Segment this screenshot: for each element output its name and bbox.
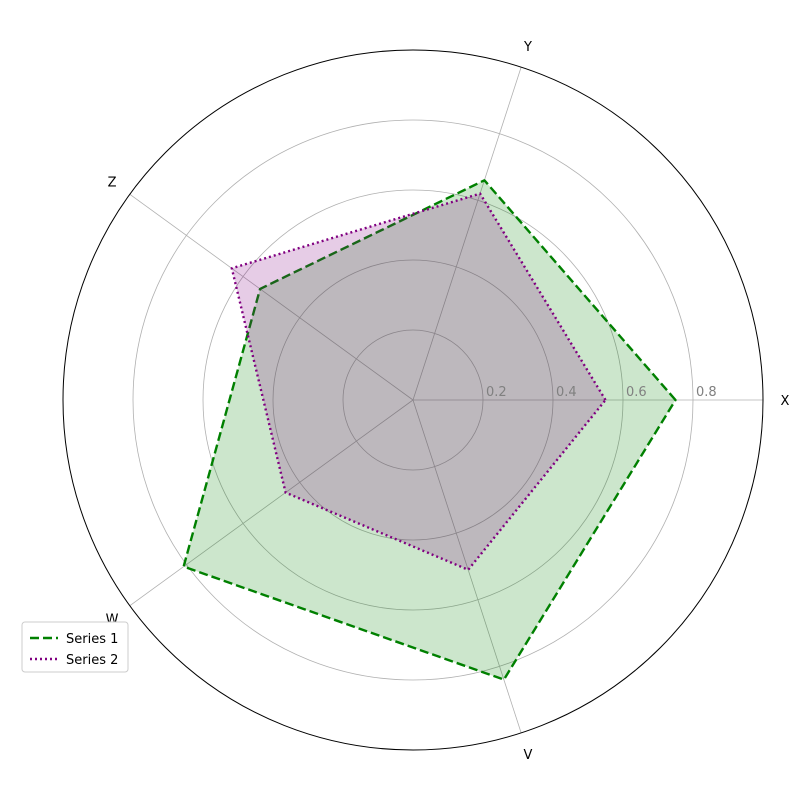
series-2-line [230, 192, 607, 571]
spoke-z [129, 193, 414, 401]
r-tick-label: 0.6 [626, 385, 647, 400]
category-label-z: Z [108, 175, 117, 190]
series-1-area [183, 180, 676, 680]
legend-label-series-1: Series 1 [66, 632, 118, 647]
r-tick-label: 0.2 [486, 385, 507, 400]
legend-box [21, 621, 129, 673]
series-1-line [182, 179, 677, 681]
spoke-v [412, 399, 522, 733]
legend-label-series-2: Series 2 [66, 653, 118, 668]
category-label-y: Y [523, 40, 532, 55]
series-2-area [231, 193, 606, 570]
category-label-x: X [781, 394, 790, 409]
outer-frame [62, 49, 764, 751]
spoke-w [129, 399, 414, 607]
grid-layer [62, 49, 764, 751]
legend: Series 1 Series 2 [21, 621, 129, 673]
r-tick-label: 0.4 [556, 385, 577, 400]
r-tick-label: 0.8 [696, 385, 717, 400]
series-layer [182, 179, 677, 681]
spoke-y [412, 67, 522, 401]
category-label-v: V [524, 748, 533, 763]
